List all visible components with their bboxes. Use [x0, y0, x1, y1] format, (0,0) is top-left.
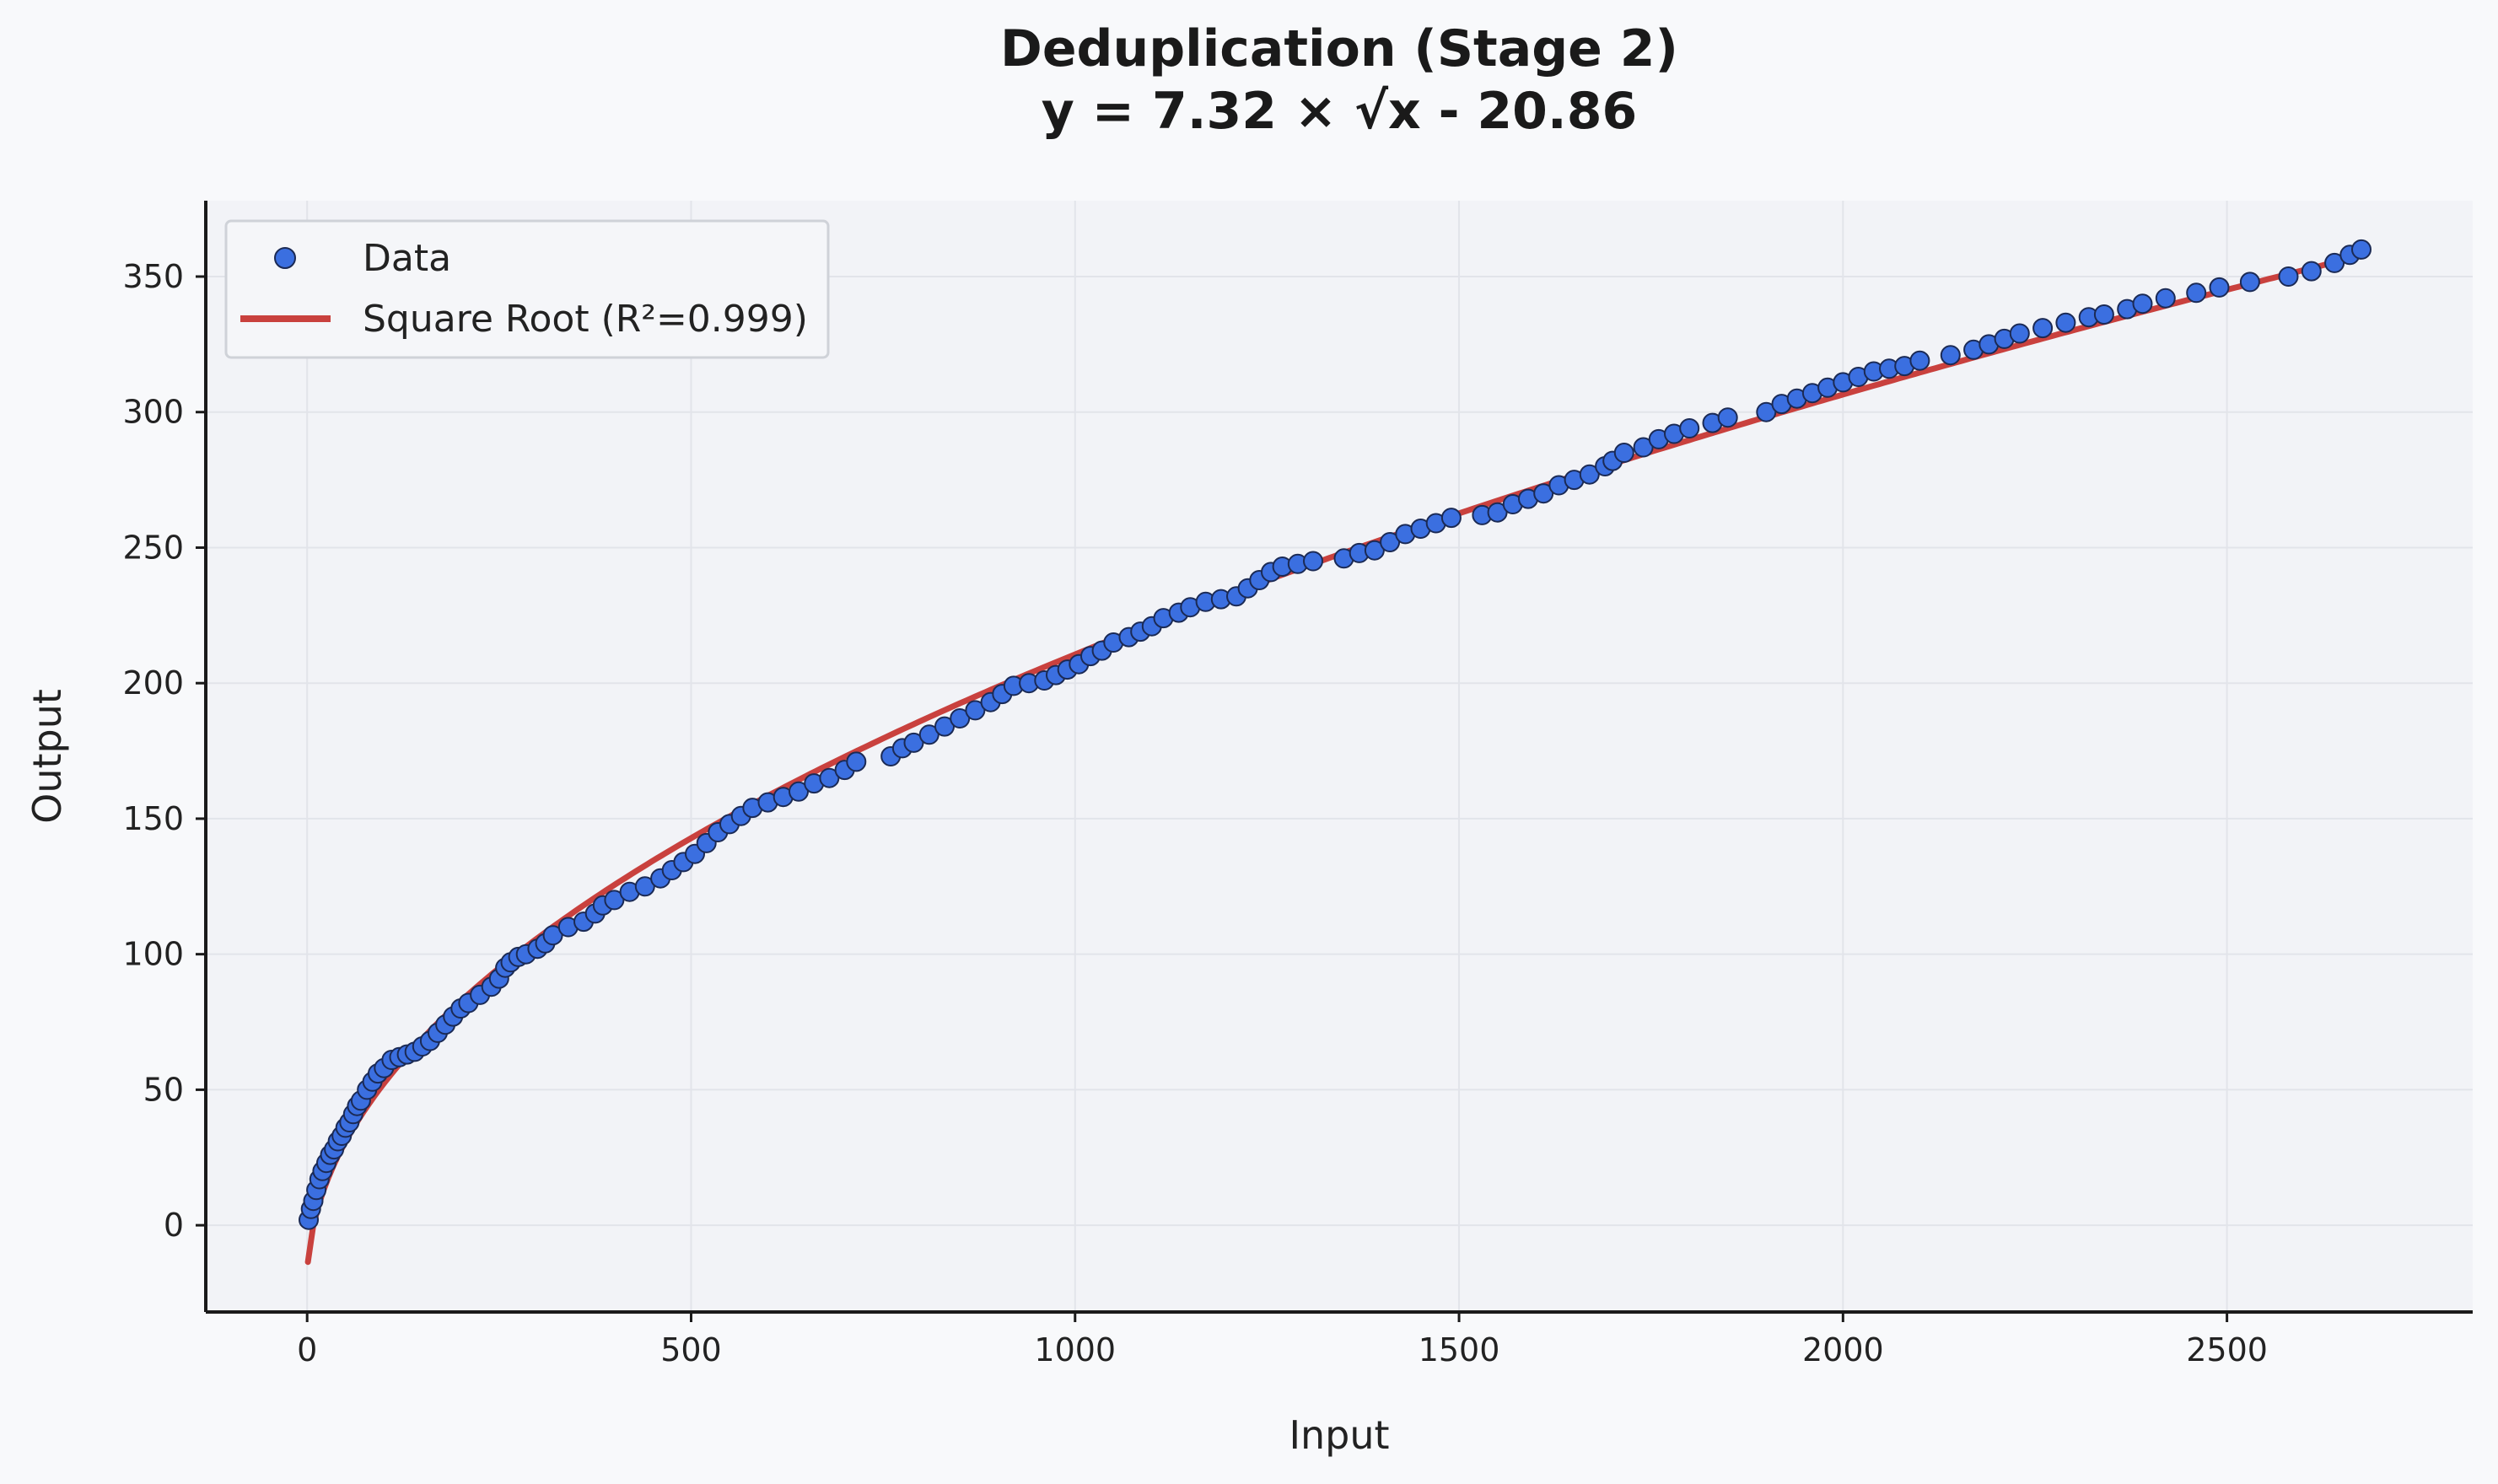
data-point — [1440, 508, 1462, 529]
legend: Data Square Root (R²=0.999) — [224, 219, 830, 359]
data-point — [2132, 293, 2153, 315]
x-tick-label: 500 — [660, 1331, 722, 1368]
data-point — [2209, 277, 2230, 298]
data-point — [1364, 540, 1385, 561]
data-point — [950, 708, 971, 729]
data-point — [1717, 407, 1738, 428]
grid — [206, 201, 2473, 1312]
data-point — [1487, 502, 1508, 523]
y-axis-label: Output — [24, 689, 70, 824]
y-tick-label: 350 — [122, 258, 184, 295]
data-point — [1303, 551, 1323, 572]
data-point — [2032, 318, 2054, 339]
legend-marker-data — [274, 247, 296, 269]
data-point — [1579, 464, 1600, 485]
y-tick-label: 300 — [122, 394, 184, 431]
data-point — [2093, 304, 2114, 325]
data-point — [542, 925, 563, 946]
data-point — [1909, 350, 1930, 371]
data-point — [2351, 239, 2371, 260]
y-tick-label: 200 — [122, 664, 184, 702]
data-point — [604, 890, 625, 911]
data-point — [2278, 266, 2299, 287]
data-point — [2055, 312, 2076, 333]
x-tick-label: 0 — [297, 1331, 317, 1368]
data-point — [2155, 288, 2176, 309]
chart-subtitle: y = 7.32 × √x - 20.86 — [1042, 82, 1637, 141]
data-point — [1613, 443, 1634, 463]
data-point — [634, 876, 655, 897]
x-tick-label: 2000 — [1802, 1331, 1884, 1368]
ticks: 0 500 1000 1500 2000 2500 0 50 100 150 200 250 300 35… — [122, 258, 2268, 1368]
data-point — [2301, 261, 2322, 282]
data-point — [2186, 282, 2207, 304]
data-point — [789, 781, 809, 802]
data-point — [1380, 532, 1401, 552]
data-point — [918, 724, 939, 745]
data-point — [1633, 437, 1654, 458]
data-point — [2239, 272, 2260, 293]
data-point — [1940, 345, 1961, 366]
data-point — [1679, 418, 1700, 438]
legend-box — [224, 219, 830, 359]
y-tick-label: 0 — [164, 1207, 184, 1244]
x-tick-label: 1000 — [1034, 1331, 1116, 1368]
data-point — [903, 732, 924, 753]
x-axis-label: Input — [1289, 1412, 1389, 1458]
legend-label-fit: Square Root (R²=0.999) — [363, 298, 808, 341]
data-point — [965, 700, 986, 721]
data-point — [846, 751, 867, 772]
x-tick-label: 1500 — [1419, 1331, 1500, 1368]
y-tick-label: 100 — [122, 936, 184, 973]
data-point — [1533, 483, 1554, 504]
y-tick-label: 150 — [122, 800, 184, 837]
y-tick-label: 50 — [143, 1071, 184, 1108]
data-point — [2009, 323, 2030, 344]
x-tick-label: 2500 — [2186, 1331, 2268, 1368]
plot-area — [206, 201, 2473, 1312]
y-tick-label: 250 — [122, 529, 184, 566]
legend-label-data: Data — [363, 237, 451, 280]
chart-title: Deduplication (Stage 2) — [1000, 19, 1678, 78]
scatter-points — [299, 239, 2371, 1230]
